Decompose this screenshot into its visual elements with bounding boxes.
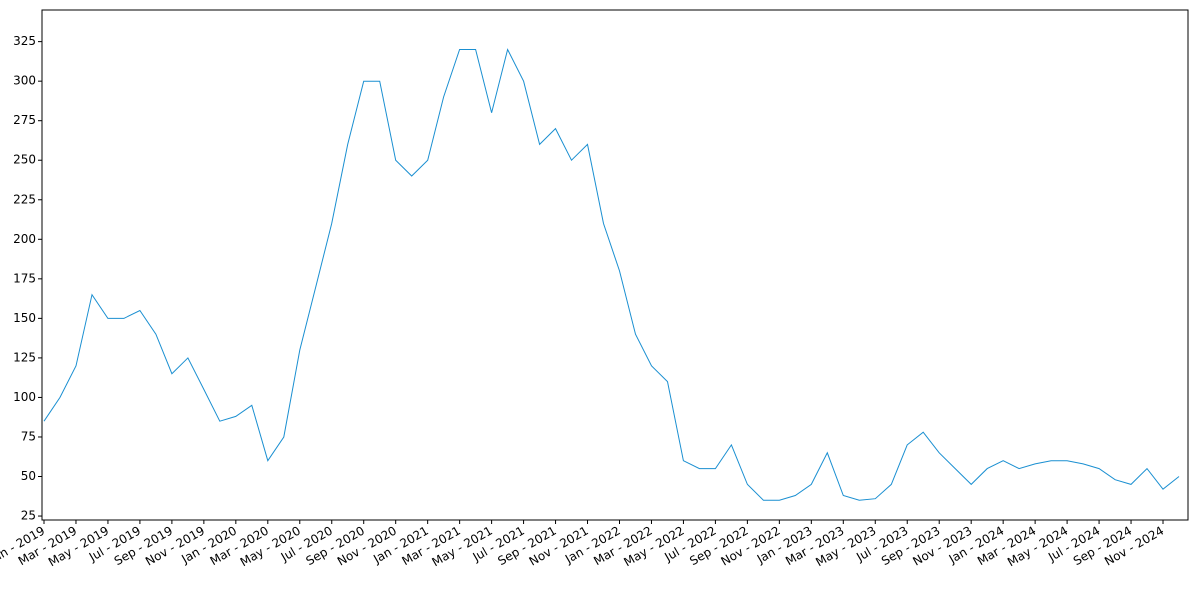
y-tick-label: 200 bbox=[13, 232, 36, 246]
y-tick-label: 325 bbox=[13, 34, 36, 48]
y-tick-label: 150 bbox=[13, 311, 36, 325]
y-tick-label: 300 bbox=[13, 74, 36, 88]
y-tick-label: 250 bbox=[13, 153, 36, 167]
y-tick-label: 100 bbox=[13, 390, 36, 404]
y-tick-label: 50 bbox=[21, 469, 36, 483]
plot-frame bbox=[41, 9, 1189, 521]
y-tick-label: 275 bbox=[13, 113, 36, 127]
y-tick-label: 175 bbox=[13, 271, 36, 285]
y-tick-label: 225 bbox=[13, 192, 36, 206]
y-tick-label: 125 bbox=[13, 350, 36, 364]
price-line bbox=[43, 48, 1180, 501]
y-tick-label: 25 bbox=[21, 509, 36, 523]
y-tick-label: 75 bbox=[21, 429, 36, 443]
